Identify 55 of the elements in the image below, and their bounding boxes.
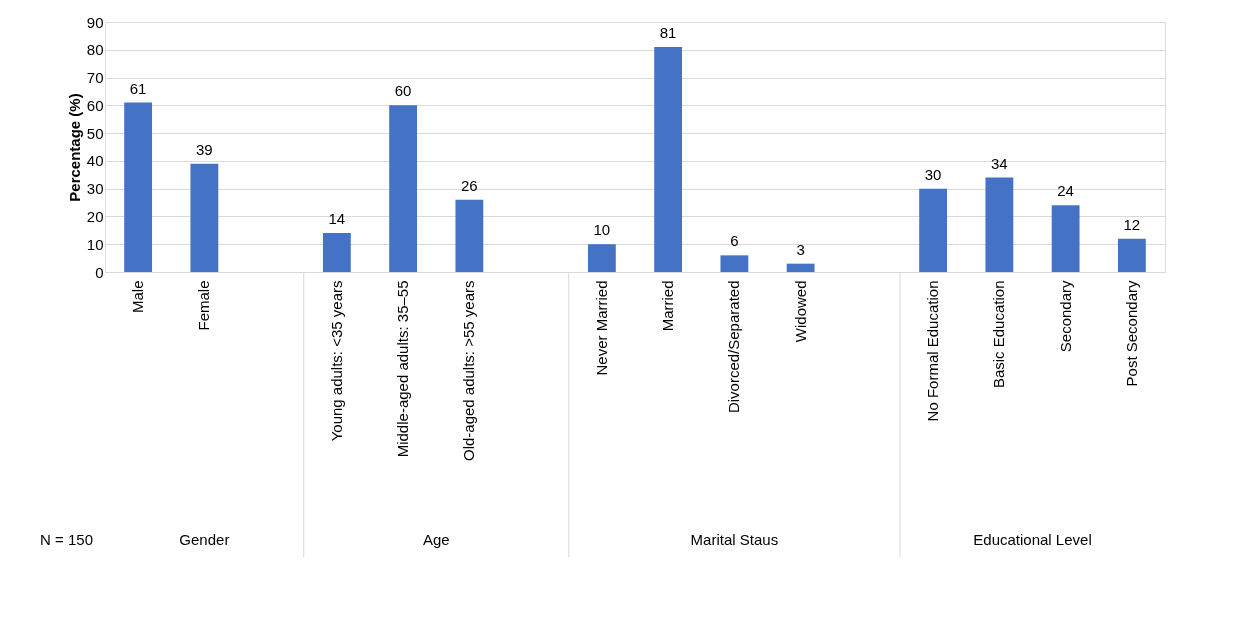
text: Marital Staus <box>690 531 779 548</box>
x-tick-label: Divorced/Separated <box>725 280 743 414</box>
x-tick-label: Young adults: <35 years <box>327 280 345 442</box>
y-tick-label: 30 <box>86 180 104 198</box>
text: Educational Level <box>973 531 1092 548</box>
bar <box>389 105 418 272</box>
data-label: 12 <box>1123 215 1141 233</box>
x-tick-label: Basic Education <box>990 280 1008 389</box>
bar <box>322 233 351 272</box>
x-tick-label: Female <box>195 280 213 331</box>
data-label: 3 <box>796 240 805 258</box>
text: N = 150 <box>40 531 93 548</box>
x-tick-label: Secondary <box>1056 280 1074 353</box>
x-tick-label: Widowed <box>791 280 809 343</box>
bar <box>919 188 948 272</box>
data-label: 24 <box>1057 182 1074 200</box>
y-tick-label: 90 <box>86 13 104 31</box>
data-label: 6 <box>730 232 739 250</box>
y-tick-label: 60 <box>86 96 104 114</box>
x-tick-label: No Formal Education <box>924 280 942 422</box>
data-label: 10 <box>593 221 611 239</box>
data-label: 26 <box>461 176 478 194</box>
data-label: 60 <box>394 82 412 100</box>
y-tick-label: 20 <box>86 207 104 225</box>
data-label: 61 <box>129 79 147 97</box>
bar <box>455 199 484 272</box>
x-tick-label: Post Secondary <box>1122 280 1140 387</box>
bar <box>1117 238 1146 272</box>
y-tick-label: 40 <box>86 152 104 170</box>
y-tick-label: 80 <box>86 41 104 59</box>
x-tick-label: Married <box>659 280 677 332</box>
y-tick-label: 50 <box>86 124 104 142</box>
bar <box>190 163 219 272</box>
y-axis-title: Percentage (%) <box>65 93 83 202</box>
x-tick-label: Male <box>129 280 147 314</box>
x-tick-label: Never Married <box>592 280 610 376</box>
data-label: 14 <box>328 210 346 228</box>
x-tick-label: Old-aged adults: >55 years <box>460 280 478 462</box>
bar <box>1051 205 1080 272</box>
bar <box>985 177 1014 272</box>
x-tick-label: Middle-aged adults: 35–55 <box>394 280 412 458</box>
bar <box>124 102 153 272</box>
text: Age <box>422 531 450 548</box>
y-tick-label: 10 <box>86 235 104 253</box>
text: Gender <box>179 531 230 548</box>
bar <box>654 47 683 272</box>
y-tick-label: 0 <box>95 263 104 281</box>
data-label: 81 <box>659 24 677 41</box>
bar <box>587 244 616 272</box>
data-label: 30 <box>924 165 942 183</box>
y-tick-label: 70 <box>86 69 104 87</box>
bar <box>720 255 749 272</box>
bar <box>786 263 815 272</box>
data-label: 39 <box>196 140 213 158</box>
data-label: 34 <box>991 154 1008 172</box>
